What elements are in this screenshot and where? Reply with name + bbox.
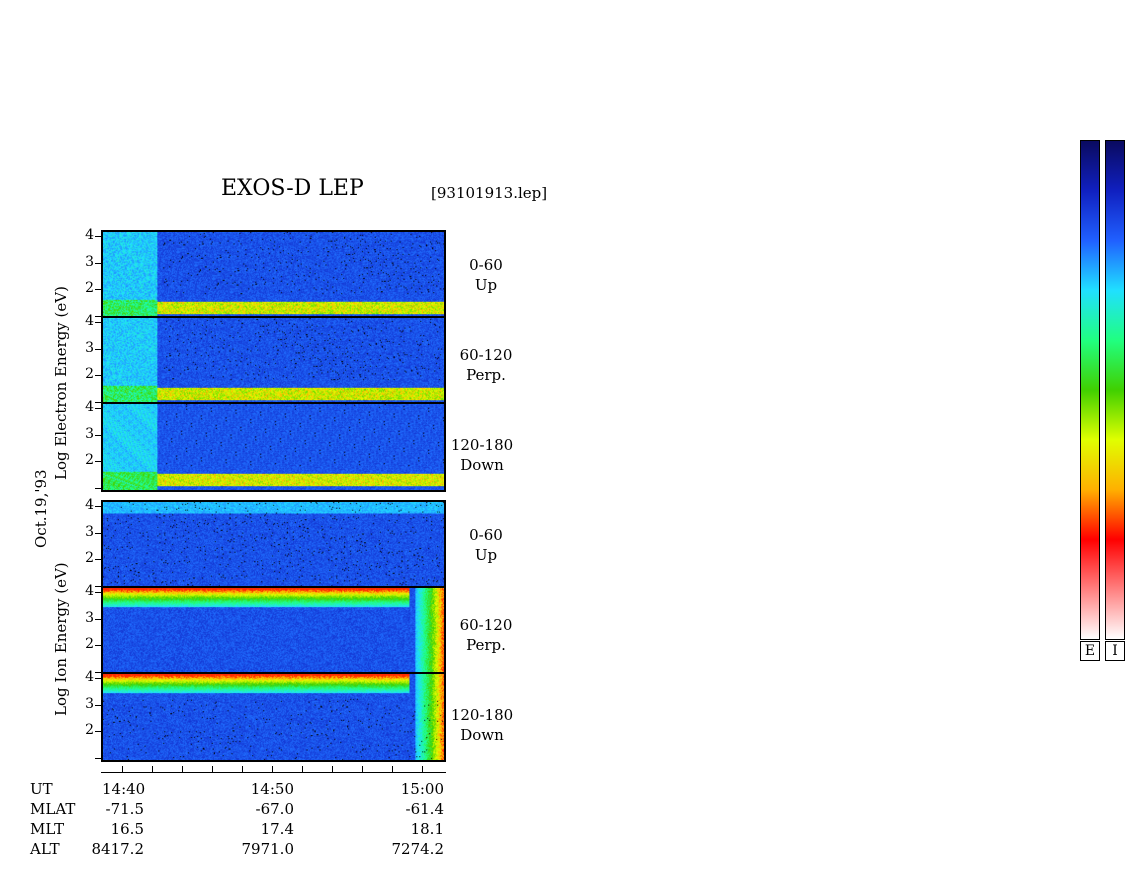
ion-down-spectrogram — [101, 672, 446, 762]
y-tick-label: 2 — [85, 550, 94, 566]
y-tick-label: 2 — [85, 722, 94, 738]
alt-value: 7971.0 — [241, 840, 295, 858]
x-tick-mark — [362, 766, 363, 772]
file-name: [93101913.lep] — [431, 184, 548, 202]
electron-axis-label: Log Electron Energy (eV) — [52, 286, 70, 480]
electron-colorbar — [1080, 140, 1100, 640]
mlat-value: -67.0 — [255, 800, 294, 818]
date-label: Oct.19,'93 — [32, 469, 50, 548]
y-tick-mark — [95, 672, 101, 673]
panel-label: 0-60 Up — [469, 256, 503, 294]
y-tick-mark — [95, 758, 101, 759]
y-tick-label: 3 — [85, 426, 94, 442]
y-tick-label: 4 — [85, 583, 94, 599]
y-tick-label: 3 — [85, 254, 94, 270]
ion-colorbar-label: I — [1105, 641, 1125, 661]
x-tick-mark — [152, 766, 153, 772]
y-tick-label: 2 — [85, 366, 94, 382]
y-tick-mark — [95, 488, 101, 489]
y-tick-label: 4 — [85, 313, 94, 329]
electron-down-spectrogram — [101, 402, 446, 492]
y-tick-mark — [95, 322, 101, 323]
mlt-value: 18.1 — [410, 820, 444, 838]
panel-label: 60-120 Perp. — [459, 346, 513, 384]
x-tick-mark — [122, 766, 123, 772]
ion-axis-label: Log Ion Energy (eV) — [52, 562, 70, 716]
mlt-value: 16.5 — [110, 820, 144, 838]
x-tick-mark — [272, 766, 273, 772]
y-tick-mark — [95, 678, 101, 679]
x-tick-mark — [332, 766, 333, 772]
mlat-value: -61.4 — [405, 800, 444, 818]
y-tick-label: 4 — [85, 227, 94, 243]
y-tick-mark — [95, 408, 101, 409]
electron-up-spectrogram — [101, 230, 446, 320]
mlt-label: MLT — [30, 820, 65, 838]
y-tick-label: 3 — [85, 524, 94, 540]
y-tick-label: 4 — [85, 497, 94, 513]
ion-colorbar — [1105, 140, 1125, 640]
x-tick-mark — [212, 766, 213, 772]
y-tick-label: 3 — [85, 610, 94, 626]
y-tick-label: 2 — [85, 452, 94, 468]
chart-title: EXOS-D LEP — [221, 176, 364, 201]
alt-value: 7274.2 — [391, 840, 445, 858]
y-tick-mark — [95, 705, 101, 706]
ut-label: UT — [30, 780, 53, 798]
x-tick-mark — [302, 766, 303, 772]
x-tick-mark — [182, 766, 183, 772]
y-tick-label: 4 — [85, 669, 94, 685]
y-tick-label: 2 — [85, 636, 94, 652]
panel-label: 120-180 Down — [450, 436, 514, 474]
ut-value: 15:00 — [400, 780, 444, 798]
time-axis-line — [101, 772, 446, 773]
y-tick-mark — [95, 289, 101, 290]
mlt-value: 17.4 — [260, 820, 294, 838]
panel-label: 0-60 Up — [469, 526, 503, 564]
y-tick-mark — [95, 435, 101, 436]
ut-value: 14:50 — [250, 780, 294, 798]
x-tick-mark — [422, 766, 423, 772]
y-tick-mark — [95, 461, 101, 462]
alt-label: ALT — [30, 840, 60, 858]
y-tick-mark — [95, 645, 101, 646]
ion-perp-spectrogram — [101, 586, 446, 676]
ion-up-spectrogram — [101, 500, 446, 590]
y-tick-mark — [95, 316, 101, 317]
y-tick-mark — [95, 619, 101, 620]
y-tick-mark — [95, 731, 101, 732]
x-tick-mark — [242, 766, 243, 772]
y-tick-label: 4 — [85, 399, 94, 415]
y-tick-label: 2 — [85, 280, 94, 296]
y-tick-mark — [95, 586, 101, 587]
y-tick-mark — [95, 236, 101, 237]
ut-value: 14:40 — [102, 780, 146, 798]
y-tick-mark — [95, 559, 101, 560]
y-tick-label: 3 — [85, 340, 94, 356]
y-tick-mark — [95, 592, 101, 593]
y-tick-mark — [95, 506, 101, 507]
y-tick-mark — [95, 375, 101, 376]
panel-label: 120-180 Down — [450, 706, 514, 744]
y-tick-label: 3 — [85, 696, 94, 712]
panel-label: 60-120 Perp. — [459, 616, 513, 654]
x-tick-mark — [392, 766, 393, 772]
mlat-value: -71.5 — [105, 800, 144, 818]
y-tick-mark — [95, 349, 101, 350]
y-tick-mark — [95, 533, 101, 534]
electron-colorbar-label: E — [1080, 641, 1100, 661]
y-tick-mark — [95, 402, 101, 403]
electron-perp-spectrogram — [101, 316, 446, 406]
mlat-label: MLAT — [30, 800, 76, 818]
alt-value: 8417.2 — [91, 840, 145, 858]
y-tick-mark — [95, 263, 101, 264]
